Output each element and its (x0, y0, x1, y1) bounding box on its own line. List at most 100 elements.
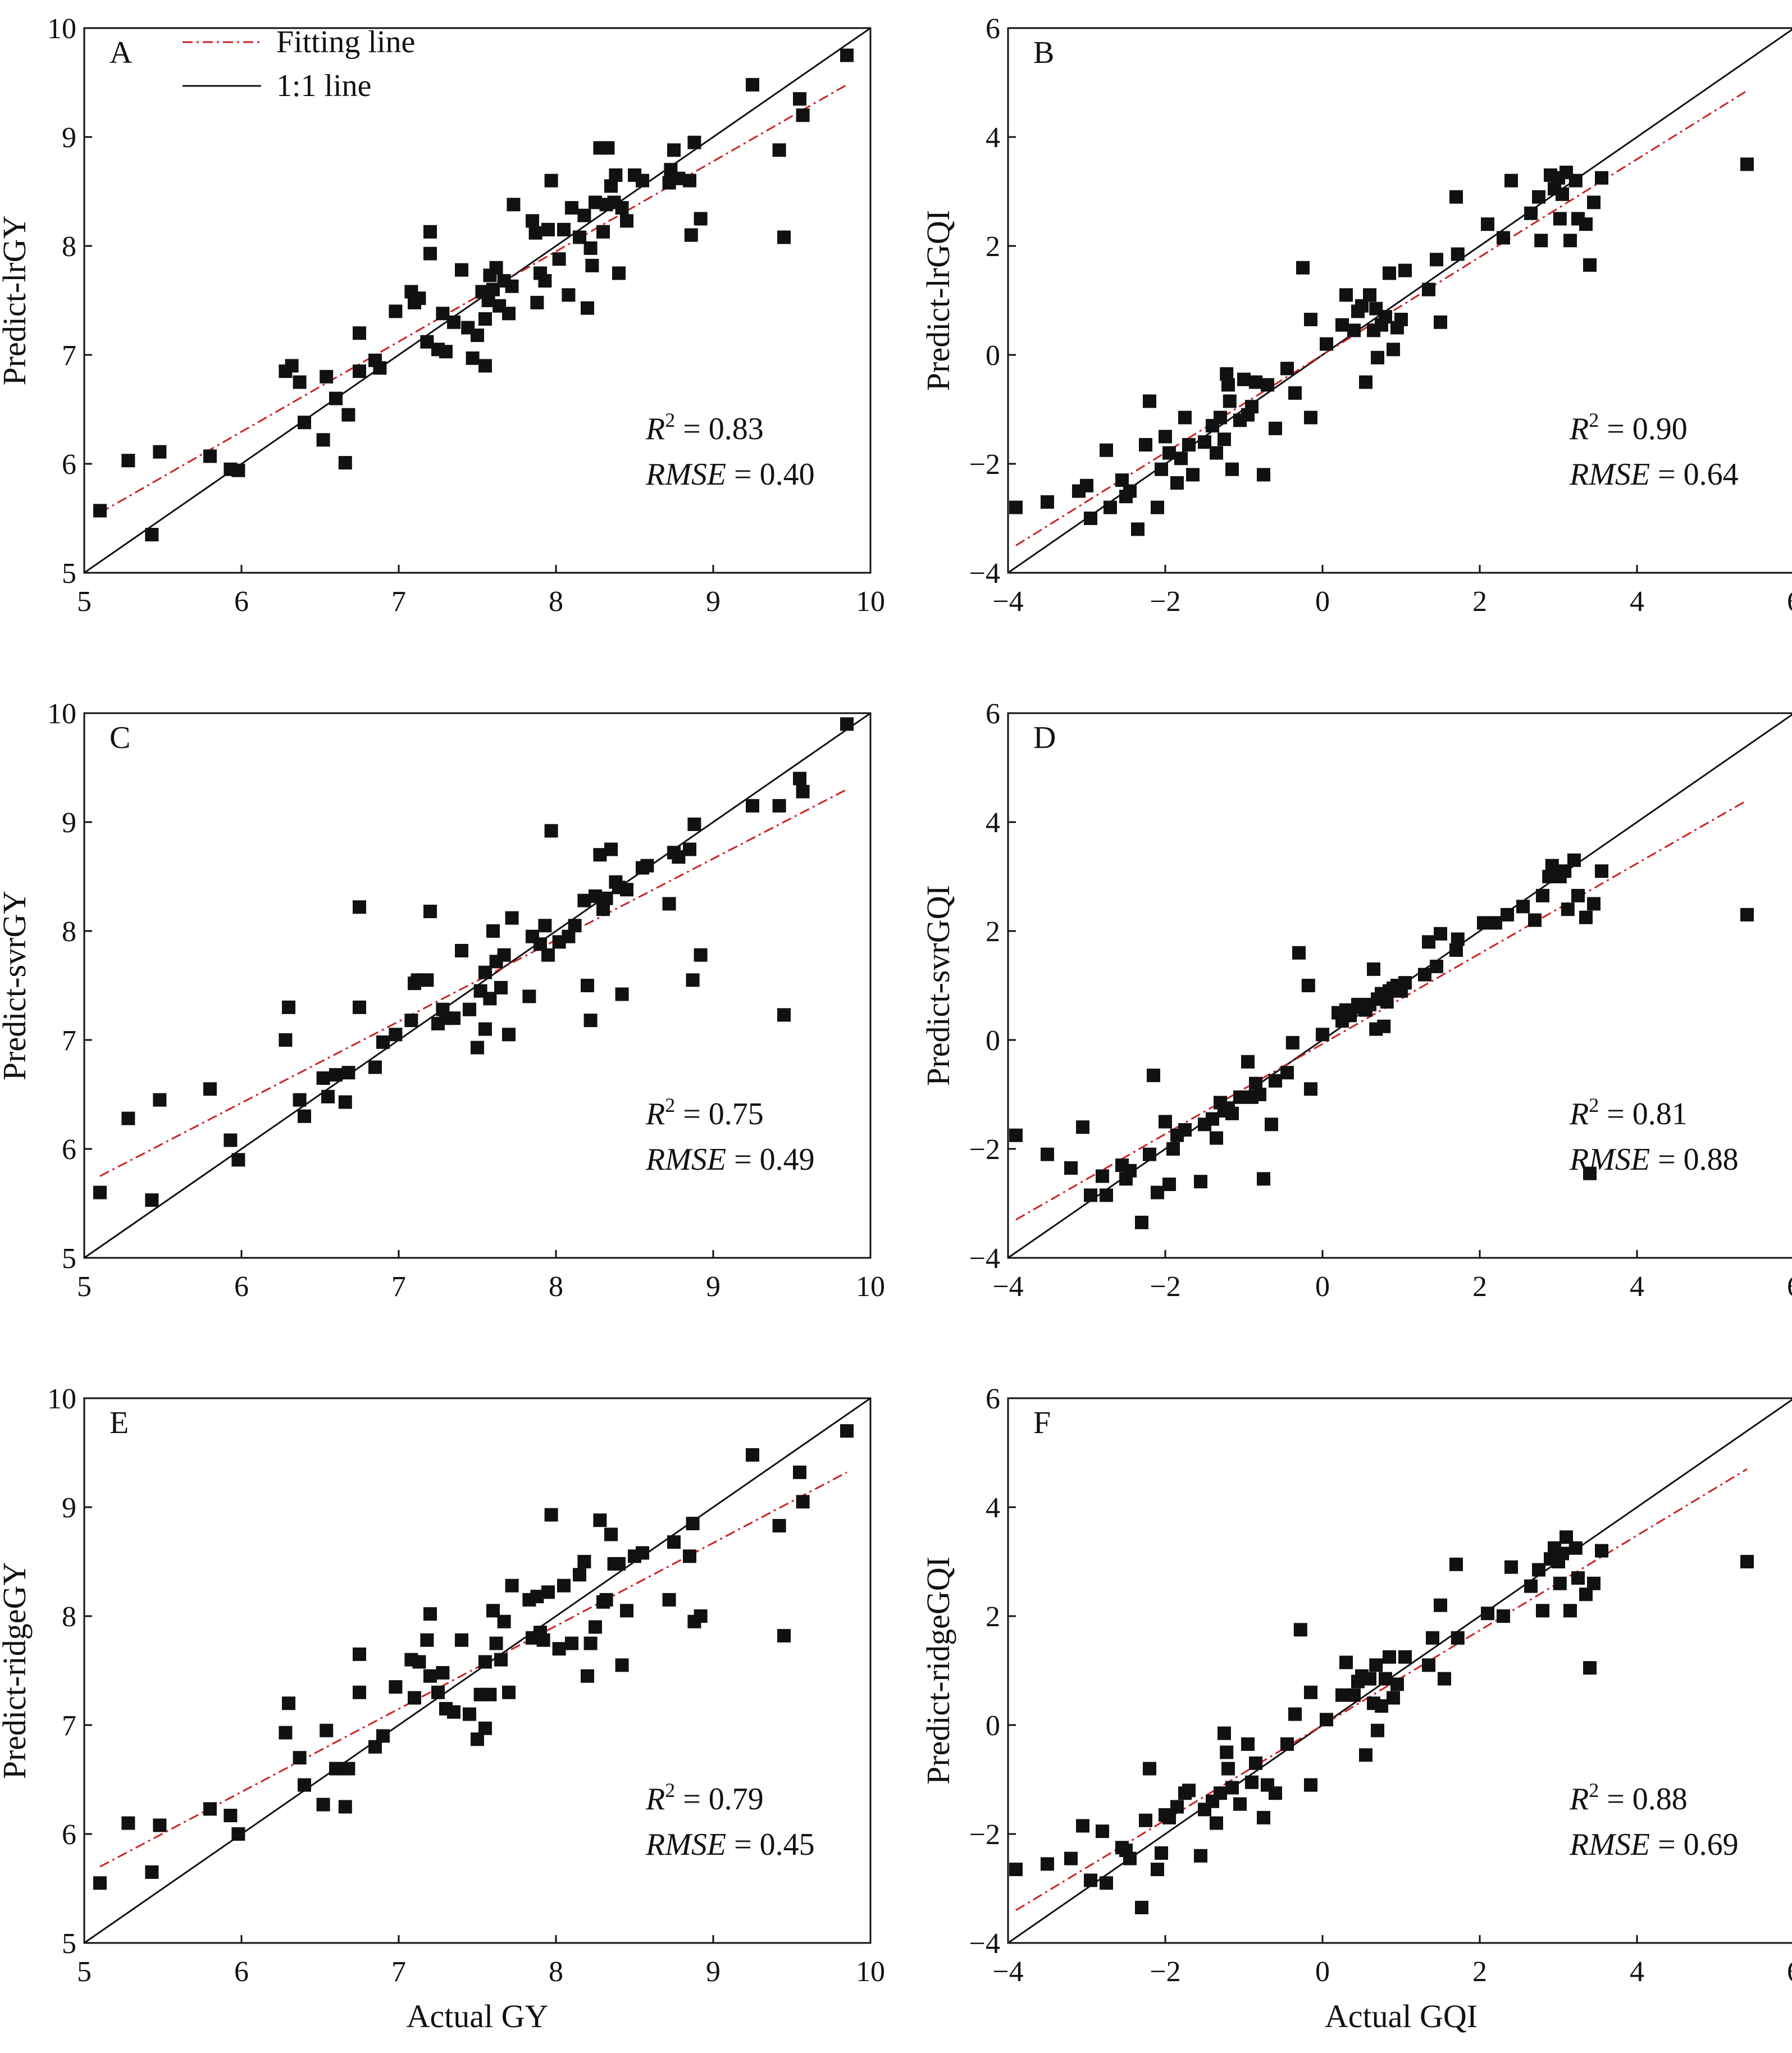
data-point (1269, 421, 1282, 435)
data-point (1568, 174, 1583, 188)
data-point (486, 924, 500, 938)
data-point (772, 1518, 786, 1532)
data-point (1339, 1655, 1353, 1669)
data-point (604, 1527, 618, 1541)
data-point (1131, 522, 1144, 536)
data-point (662, 897, 676, 911)
data-point (1316, 1028, 1329, 1042)
data-point (1369, 1658, 1383, 1672)
data-point (1426, 1631, 1439, 1645)
data-point (565, 1636, 578, 1650)
data-point (1257, 1172, 1270, 1186)
data-point (1245, 1775, 1258, 1789)
data-point (320, 1723, 334, 1737)
data-point (640, 859, 654, 873)
data-point (1225, 1106, 1239, 1120)
panel-e: 5 6 7 8 9 10 5 6 7 8 9 10 E Predict-ridgeGY Actual GY R… (0, 1383, 885, 2034)
data-point (601, 141, 615, 155)
data-point (1516, 900, 1530, 914)
data-point (1532, 190, 1545, 204)
data-point (404, 1014, 418, 1028)
y-axis-label: Predict-ridgeGQI (920, 1557, 956, 1785)
data-point (420, 1633, 434, 1647)
data-point (1143, 1147, 1156, 1161)
data-point (298, 1109, 311, 1123)
panel-letter: A (110, 35, 133, 70)
data-point (1375, 1699, 1388, 1713)
data-point (1371, 1723, 1384, 1737)
data-point (1084, 1188, 1097, 1202)
data-point (1041, 1857, 1054, 1871)
x-tick-label: 8 (549, 586, 563, 618)
data-point (121, 1111, 135, 1125)
y-tick-label: 10 (47, 1383, 76, 1415)
data-point (1223, 394, 1237, 408)
data-point (423, 1669, 437, 1683)
data-point (376, 1729, 390, 1743)
data-point (1524, 206, 1538, 220)
legend-fitting-line-label: Fitting line (276, 25, 415, 60)
data-point (585, 258, 599, 272)
x-tick-label: 7 (391, 1956, 406, 1988)
data-point (389, 304, 403, 318)
identity-line (1008, 1398, 1792, 1943)
x-tick-label: −2 (1150, 586, 1180, 618)
x-tick-label: −4 (992, 586, 1023, 618)
data-point (321, 1089, 335, 1103)
data-point (1561, 902, 1575, 916)
data-point (840, 717, 854, 731)
data-point (536, 1633, 550, 1647)
data-point (562, 288, 576, 302)
data-point (557, 1578, 571, 1593)
data-point (1285, 1035, 1299, 1050)
data-point (1237, 372, 1251, 386)
data-point (1359, 1748, 1373, 1762)
data-point (463, 1707, 476, 1721)
data-point (1241, 1055, 1255, 1069)
data-point (1497, 1609, 1510, 1623)
data-point (1009, 1128, 1023, 1142)
data-point (1076, 1120, 1089, 1134)
data-point (1249, 1756, 1262, 1770)
data-point (153, 1093, 167, 1107)
data-point (1451, 1631, 1465, 1645)
panel-letter: D (1033, 720, 1056, 755)
data-point (1449, 1557, 1463, 1571)
data-point (1347, 323, 1361, 337)
data-point (353, 1647, 366, 1661)
data-point (483, 1687, 497, 1701)
x-tick-label: 4 (1630, 1271, 1644, 1303)
data-point (620, 883, 633, 897)
data-point (502, 307, 516, 321)
data-point (1532, 1563, 1545, 1577)
data-point (1214, 1786, 1227, 1800)
data-point (1233, 1090, 1247, 1104)
data-point (544, 174, 558, 188)
y-axis-label: Predict-lrGQI (920, 210, 956, 391)
data-point (203, 1082, 217, 1096)
data-point (1221, 1762, 1235, 1776)
y-tick-label: 7 (62, 340, 76, 372)
y-tick-label: 8 (62, 231, 76, 263)
y-tick-label: 9 (62, 122, 76, 154)
x-tick-label: 6 (1787, 1956, 1792, 1988)
y-tick-label: −4 (969, 558, 1000, 590)
data-point (1371, 350, 1384, 364)
data-point (1210, 446, 1223, 460)
data-point (1301, 979, 1315, 992)
data-point (423, 905, 437, 919)
x-tick-label: 5 (77, 1956, 92, 1988)
data-point (1041, 1147, 1054, 1161)
data-point (338, 456, 352, 470)
data-point (494, 980, 508, 994)
data-point (1064, 1161, 1078, 1175)
x-tick-label: 5 (77, 1271, 92, 1303)
data-point (1595, 1544, 1608, 1558)
x-tick-label: −2 (1150, 1956, 1180, 1988)
plot-frame (83, 1397, 872, 1944)
data-point (1347, 1688, 1361, 1702)
data-point (1359, 375, 1373, 389)
rmse-text: RMSE = 0.69 (1569, 1827, 1739, 1862)
data-point (1398, 263, 1412, 277)
data-point (538, 919, 552, 933)
